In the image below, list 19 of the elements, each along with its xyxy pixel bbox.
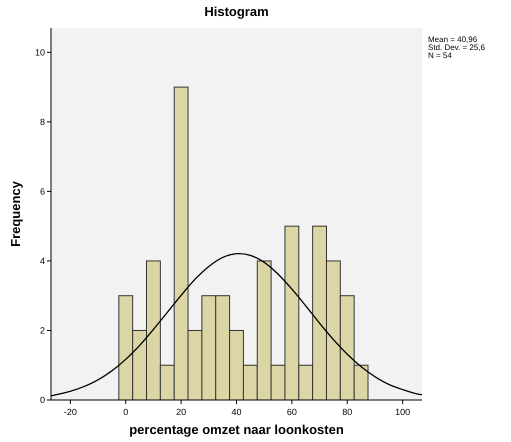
y-tick-label: 2 [40, 326, 45, 336]
x-tick-label: 60 [286, 407, 297, 417]
text: Mean = 40,96 [428, 35, 478, 44]
x-tick-label: 80 [342, 407, 352, 417]
y-tick-label: 8 [40, 117, 45, 128]
x-tick-label: 100 [395, 407, 410, 417]
text: N = 54 [428, 51, 452, 60]
x-tick-label: 40 [231, 407, 242, 417]
x-tick-label: -20 [64, 407, 77, 417]
x-tick-label: 0 [123, 407, 128, 417]
y-tick-label: 4 [40, 256, 45, 266]
x-axis-title: percentage omzet naar loonkosten [129, 422, 344, 437]
y-tick-label: 0 [40, 395, 45, 406]
text: Std. Dev. = 25,6 [428, 43, 486, 52]
chart-title: Histogram [204, 4, 269, 19]
y-tick-label: 10 [34, 47, 45, 58]
y-axis-title: Frequency [8, 180, 23, 247]
y-tick-label: 6 [40, 186, 45, 197]
x-tick-label: 20 [176, 407, 186, 417]
